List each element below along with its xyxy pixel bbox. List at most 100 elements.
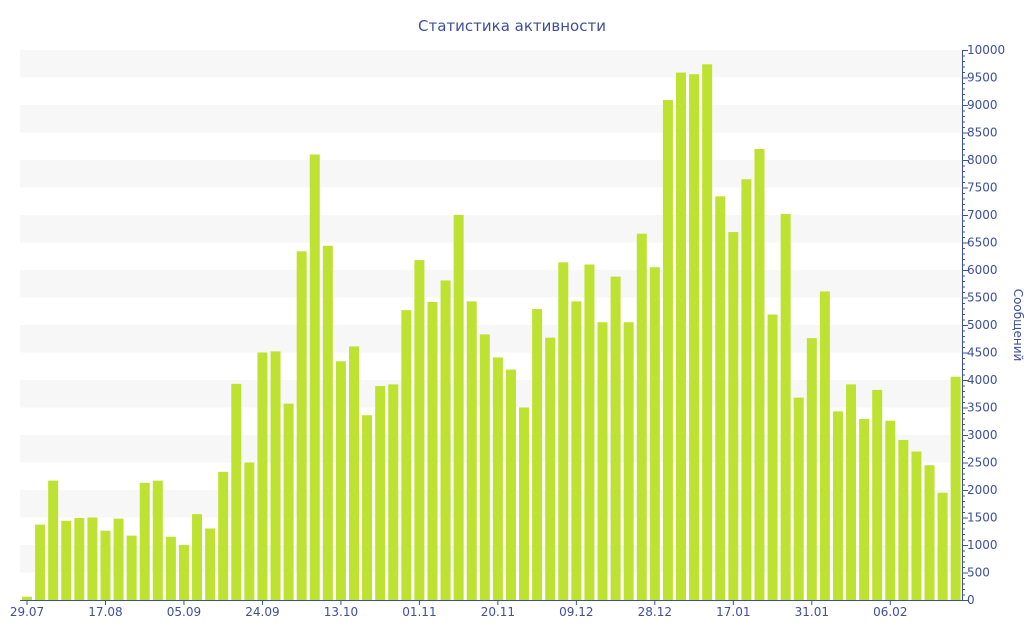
grid-band: [20, 380, 962, 408]
bar: [205, 528, 216, 600]
y-tick-label: 7500: [967, 181, 998, 195]
bar: [924, 465, 935, 600]
y-tick-label: 9500: [967, 71, 998, 85]
bar: [87, 517, 98, 600]
bar: [558, 262, 569, 600]
x-tick-label: 24.09: [245, 605, 279, 619]
bar: [780, 213, 791, 600]
y-tick-label: 3000: [967, 428, 998, 442]
bar: [22, 596, 32, 600]
bar: [388, 384, 399, 600]
y-tick-label: 2000: [967, 483, 998, 497]
bar: [767, 314, 778, 600]
bar: [322, 245, 333, 601]
y-tick-label: 0: [967, 593, 975, 607]
bar: [623, 322, 634, 600]
grid-band: [20, 545, 962, 573]
bar: [270, 351, 281, 600]
bar: [113, 518, 124, 600]
bar: [584, 264, 595, 600]
y-tick-label: 6000: [967, 263, 998, 277]
bar: [793, 397, 804, 600]
bar: [662, 100, 673, 601]
y-tick-label: 2500: [967, 456, 998, 470]
y-tick-label: 4000: [967, 373, 998, 387]
bar: [636, 233, 647, 600]
bar: [519, 407, 530, 600]
bar: [453, 215, 464, 600]
bar: [218, 471, 229, 600]
bar: [257, 352, 268, 600]
bar: [806, 338, 817, 600]
bar: [898, 439, 909, 600]
y-tick-label: 10000: [967, 43, 1005, 57]
bar: [715, 196, 726, 601]
bar: [571, 301, 582, 600]
bar: [192, 514, 203, 600]
bar: [362, 415, 373, 600]
y-tick-label: 8000: [967, 153, 998, 167]
bar: [532, 309, 543, 600]
bar: [165, 536, 176, 600]
x-tick-label: 05.09: [167, 605, 201, 619]
x-tick-label: 29.07: [10, 605, 44, 619]
bar: [950, 376, 961, 600]
y-tick-label: 8500: [967, 126, 998, 140]
grid-band: [20, 105, 962, 133]
bar: [231, 383, 242, 600]
bar: [676, 72, 686, 601]
bar: [178, 545, 189, 600]
bar: [440, 280, 451, 600]
y-tick-label: 500: [967, 566, 990, 580]
x-tick-label: 06.02: [873, 605, 907, 619]
grid-band: [20, 435, 962, 463]
bar: [466, 301, 477, 600]
bar: [349, 346, 359, 600]
y-tick-label: 3500: [967, 401, 998, 415]
bar: [61, 520, 72, 600]
bar: [401, 310, 412, 600]
bar: [741, 179, 752, 600]
bar: [597, 322, 608, 600]
bar: [702, 64, 713, 601]
x-tick-label: 17.08: [88, 605, 122, 619]
bar: [754, 149, 765, 600]
bar: [505, 369, 516, 600]
grid-band: [20, 50, 962, 78]
y-tick-label: 4500: [967, 346, 998, 360]
bar: [414, 260, 425, 600]
bar: [545, 337, 556, 600]
grid-bands: [20, 50, 962, 573]
bar: [832, 411, 843, 600]
bar: [309, 154, 320, 600]
chart-title: Статистика активности: [418, 17, 606, 35]
bar: [846, 384, 857, 600]
bar: [35, 524, 46, 600]
bar: [479, 334, 490, 600]
x-tick-label: 17.01: [716, 605, 750, 619]
bar: [283, 403, 294, 600]
bar: [139, 482, 150, 600]
bar: [728, 232, 739, 601]
x-tick-label: 20.11: [481, 605, 515, 619]
bar: [937, 492, 948, 600]
y-tick-label: 6500: [967, 236, 998, 250]
bar: [610, 276, 621, 600]
y-tick-label: 9000: [967, 98, 998, 112]
x-tick-label: 13.10: [324, 605, 358, 619]
axes: 0 500 1000 1500 2000 2500 3000 3500 4000 4500 5000…: [10, 43, 1005, 619]
y-tick-label: 1000: [967, 538, 998, 552]
x-tick-label: 09.12: [559, 605, 593, 619]
y-axis-label: Сообщений: [1011, 289, 1024, 362]
bar: [859, 419, 870, 600]
bar: [74, 518, 85, 600]
bar: [48, 480, 59, 600]
y-tick-label: 7000: [967, 208, 998, 222]
grid-band: [20, 160, 962, 188]
grid-band: [20, 490, 962, 518]
bar: [492, 357, 503, 600]
bar: [872, 389, 883, 600]
x-tick-label: 28.12: [638, 605, 672, 619]
x-tick-label: 01.11: [402, 605, 436, 619]
